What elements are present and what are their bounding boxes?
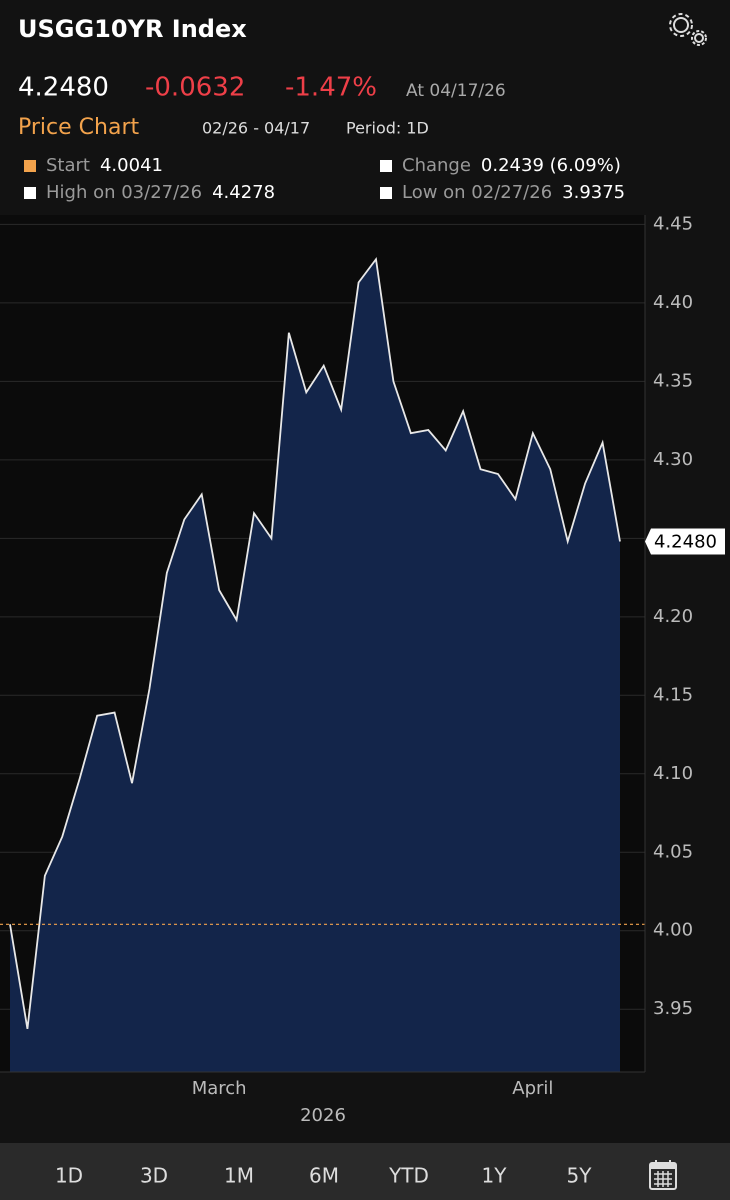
settings-icon[interactable] (669, 13, 707, 46)
price-line (9, 256, 621, 1029)
legend-marker (24, 160, 36, 172)
range-tab[interactable]: 5Y (567, 1164, 593, 1188)
y-tick-label: 4.30 (653, 449, 693, 470)
legend-marker (380, 160, 392, 172)
net-change: -0.0632 (145, 73, 245, 103)
y-tick-label: 4.00 (653, 920, 693, 941)
as-of: At 04/17/26 (406, 81, 506, 101)
last-price-label: 4.2480 (654, 531, 717, 552)
range-tab[interactable]: YTD (388, 1164, 429, 1188)
last-price-tag (645, 528, 725, 555)
legend-marker (380, 187, 392, 199)
range-tab[interactable]: 3D (140, 1164, 168, 1188)
y-tick-label: 4.20 (653, 606, 693, 627)
x-axis-label: 2026 (300, 1105, 346, 1126)
legend-marker (24, 187, 36, 199)
last-price: 4.2480 (18, 73, 109, 103)
stat-value: 3.9375 (562, 182, 625, 203)
date-range: 02/26 - 04/17 (202, 119, 310, 138)
y-tick-label: 4.35 (653, 370, 693, 391)
y-tick-label: 4.10 (653, 763, 693, 784)
stat-value: 4.0041 (100, 155, 163, 176)
pct-change: -1.47% (285, 73, 377, 103)
range-tab[interactable]: 6M (309, 1164, 339, 1188)
calendar-icon[interactable] (649, 1160, 677, 1190)
range-tab[interactable]: 1Y (482, 1164, 508, 1188)
x-tick-label: March (192, 1078, 247, 1099)
stat-label: Low on 02/27/26 (402, 182, 552, 203)
y-tick-label: 4.40 (653, 292, 693, 313)
stat-value: 0.2439 (6.09%) (481, 155, 621, 176)
y-tick-label: 4.05 (653, 841, 693, 862)
y-tick-label: 4.45 (653, 213, 693, 234)
stat-label: Start (46, 155, 90, 176)
period: Period: 1D (346, 119, 429, 138)
y-tick-label: 4.15 (653, 684, 693, 705)
stat-label: High on 03/27/26 (46, 182, 202, 203)
y-tick-label: 3.95 (653, 998, 693, 1019)
x-tick-label: April (512, 1078, 553, 1099)
stat-label: Change (402, 155, 471, 176)
stat-value: 4.4278 (212, 182, 275, 203)
chart-label: Price Chart (18, 115, 139, 140)
range-tab[interactable]: 1D (55, 1164, 83, 1188)
title: USGG10YR Index (18, 15, 247, 43)
range-tab[interactable]: 1M (224, 1164, 254, 1188)
area-fill (10, 259, 620, 1072)
tab-bar (0, 1143, 730, 1200)
